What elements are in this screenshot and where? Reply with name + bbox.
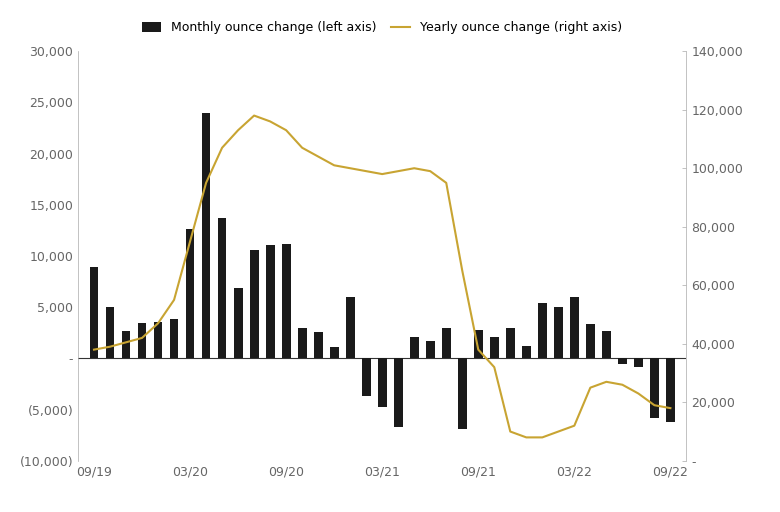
Bar [618,358,627,364]
Bar [586,324,594,358]
Bar [330,347,339,358]
Bar [458,358,466,429]
Bar [650,358,659,418]
Bar [538,303,547,358]
Bar [90,267,98,358]
Bar [122,331,130,358]
Bar [570,297,579,358]
Bar [266,245,275,358]
Bar [426,341,434,358]
Bar [602,331,611,358]
Bar [298,328,307,358]
Bar [137,323,147,358]
Bar [634,358,643,367]
Bar [522,346,530,358]
Bar [202,113,211,358]
Bar [346,297,355,358]
Bar [441,328,451,358]
Bar [234,288,243,358]
Bar [154,322,162,358]
Bar [490,337,498,358]
Bar [474,330,483,358]
Bar [314,332,323,358]
Bar [362,358,370,396]
Bar [666,358,675,422]
Legend: Monthly ounce change (left axis), Yearly ounce change (right axis): Monthly ounce change (left axis), Yearly… [137,16,627,39]
Bar [170,319,179,358]
Bar [186,229,194,358]
Bar [506,328,515,358]
Bar [410,337,419,358]
Bar [394,358,402,427]
Bar [218,218,226,358]
Bar [282,244,290,358]
Bar [105,307,115,358]
Bar [378,358,387,407]
Bar [250,250,258,358]
Bar [554,307,562,358]
